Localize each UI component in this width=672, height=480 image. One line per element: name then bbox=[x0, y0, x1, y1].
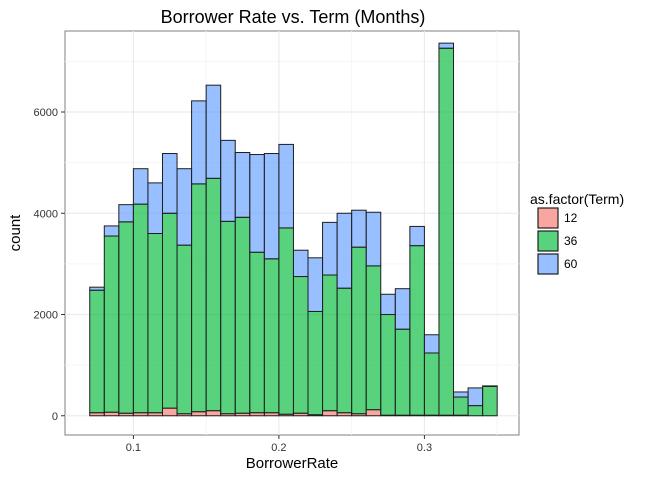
bar-60-16 bbox=[322, 221, 338, 276]
bar-60-20 bbox=[380, 293, 396, 316]
bar-36-26 bbox=[467, 405, 484, 417]
bar-36-6 bbox=[176, 244, 193, 415]
x-tick-label: 0.1 bbox=[126, 442, 141, 454]
bar-60-18 bbox=[351, 209, 367, 248]
y-tick-label: 4000 bbox=[34, 208, 58, 220]
bar-36-12 bbox=[263, 258, 280, 414]
bar-60-25 bbox=[453, 391, 469, 398]
bar-36-16 bbox=[322, 274, 338, 412]
bar-36-15 bbox=[307, 310, 324, 416]
bar-36-8 bbox=[205, 177, 222, 412]
bar-36-19 bbox=[365, 265, 382, 411]
bar-60-1 bbox=[103, 225, 120, 237]
x-tick-label: 0.2 bbox=[271, 442, 286, 454]
bar-36-17 bbox=[336, 287, 353, 414]
chart-title: Borrower Rate vs. Term (Months) bbox=[161, 7, 426, 27]
bar-36-4 bbox=[147, 233, 163, 414]
bar-60-9 bbox=[220, 139, 236, 222]
bar-60-2 bbox=[118, 204, 134, 223]
bar-36-18 bbox=[351, 246, 367, 415]
bar-60-22 bbox=[409, 225, 425, 247]
bar-12-19 bbox=[365, 409, 382, 417]
bar-36-3 bbox=[132, 203, 149, 414]
bar-60-6 bbox=[176, 168, 193, 246]
bar-36-5 bbox=[161, 212, 178, 409]
bar-60-4 bbox=[147, 182, 163, 235]
x-tick-label: 0.3 bbox=[417, 442, 432, 454]
bar-36-2 bbox=[118, 221, 134, 414]
bar-60-5 bbox=[161, 153, 178, 214]
bar-36-13 bbox=[278, 227, 294, 415]
bars bbox=[89, 42, 498, 417]
bar-60-3 bbox=[132, 168, 149, 205]
legend: as.factor(Term) 12 36 60 bbox=[530, 191, 624, 275]
bar-36-20 bbox=[380, 314, 396, 416]
bar-60-21 bbox=[394, 288, 411, 330]
bar-60-13 bbox=[278, 143, 294, 229]
bar-60-0 bbox=[89, 286, 105, 291]
bar-36-1 bbox=[103, 235, 120, 413]
bar-60-26 bbox=[467, 387, 484, 407]
bar-60-24 bbox=[438, 42, 455, 49]
bar-60-17 bbox=[336, 212, 353, 289]
bar-12-16 bbox=[322, 410, 338, 417]
y-tick-label: 6000 bbox=[34, 107, 58, 119]
bar-36-10 bbox=[234, 216, 251, 414]
bar-36-21 bbox=[394, 328, 411, 416]
bar-12-8 bbox=[205, 410, 222, 417]
bar-36-0 bbox=[89, 289, 105, 414]
bar-60-14 bbox=[292, 249, 309, 278]
bar-36-27 bbox=[482, 385, 498, 417]
legend-label-60: 60 bbox=[564, 257, 578, 271]
y-tick-label: 0 bbox=[52, 411, 58, 423]
bar-36-7 bbox=[191, 183, 207, 413]
bar-60-12 bbox=[263, 153, 280, 260]
x-axis-title: BorrowerRate bbox=[246, 455, 339, 472]
bar-36-9 bbox=[220, 220, 236, 415]
bar-60-8 bbox=[205, 84, 222, 179]
bar-36-11 bbox=[249, 251, 265, 414]
bar-36-24 bbox=[438, 47, 455, 416]
legend-label-12: 12 bbox=[564, 211, 578, 225]
legend-key-12 bbox=[537, 207, 559, 229]
legend-key-60 bbox=[537, 253, 559, 275]
bar-60-11 bbox=[249, 154, 265, 253]
bar-12-7 bbox=[191, 411, 207, 417]
bar-36-14 bbox=[292, 276, 309, 414]
bar-36-23 bbox=[423, 352, 440, 416]
bar-60-7 bbox=[191, 100, 207, 185]
bar-60-19 bbox=[365, 211, 382, 267]
axes: 0.1 0.2 0.3 0 2000 4000 6000 bbox=[34, 107, 433, 454]
bar-60-15 bbox=[307, 257, 324, 312]
bar-12-5 bbox=[161, 407, 178, 417]
bar-60-27 bbox=[482, 385, 498, 387]
bar-36-22 bbox=[409, 245, 425, 416]
legend-key-36 bbox=[537, 230, 559, 252]
bar-60-23 bbox=[423, 334, 440, 354]
legend-label-36: 36 bbox=[564, 234, 578, 248]
legend-title: as.factor(Term) bbox=[530, 191, 624, 207]
bar-36-25 bbox=[453, 396, 469, 416]
y-tick-label: 2000 bbox=[34, 310, 58, 322]
bar-12-1 bbox=[103, 411, 120, 417]
y-axis-title: count bbox=[7, 214, 24, 252]
bar-60-10 bbox=[234, 152, 251, 218]
